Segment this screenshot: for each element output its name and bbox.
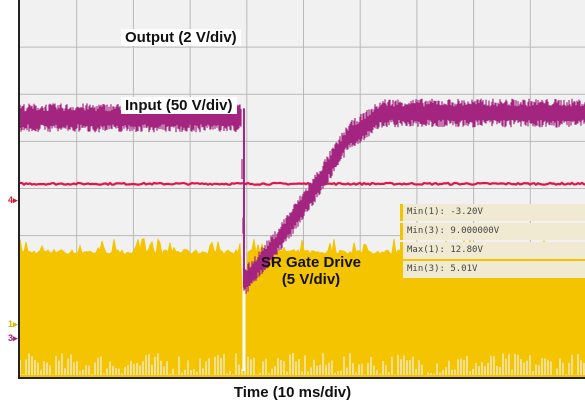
oscilloscope-display: [18, 0, 585, 379]
output-trace-label: Output (2 V/div): [121, 29, 241, 46]
scope-plot: [20, 0, 585, 377]
input-trace: [20, 181, 585, 187]
sr-gate-drive-notch: [242, 249, 246, 371]
channel-3-marker: 3▸: [8, 333, 18, 343]
input-trace-label: Input (50 V/div): [121, 97, 237, 114]
measurement-row: Min(3): 9.000000V: [400, 223, 585, 240]
output-trace: [20, 98, 585, 294]
channel-1-marker: 1▸: [8, 319, 18, 329]
measurement-panel: Min(1): -3.20V Min(3): 9.000000V Max(1):…: [400, 204, 585, 280]
channel-4-marker: 4▸: [8, 195, 18, 205]
x-axis-label: Time (10 ms/div): [233, 384, 352, 401]
measurement-row: Min(3): 5.01V: [400, 261, 585, 278]
measurement-row: Max(1): 12.80V: [400, 242, 585, 259]
measurement-row: Min(1): -3.20V: [400, 204, 585, 221]
sr-gate-drive-label: SR Gate Drive (5 V/div): [260, 254, 362, 288]
sr-gate-drive-noise: [20, 353, 585, 375]
